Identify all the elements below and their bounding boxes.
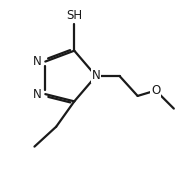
Text: SH: SH — [66, 9, 82, 22]
Text: N: N — [33, 88, 42, 101]
Text: N: N — [33, 55, 42, 68]
Text: O: O — [151, 84, 160, 97]
Text: N: N — [92, 69, 100, 82]
